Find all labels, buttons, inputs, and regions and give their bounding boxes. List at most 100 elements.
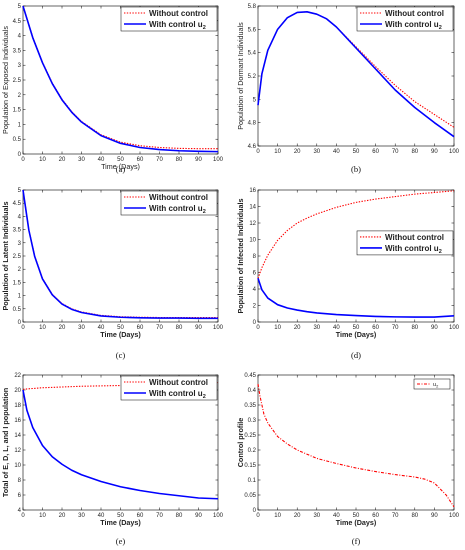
x-tick-label: 90: [431, 149, 438, 155]
y-axis-label: Population of Infected Individuals: [236, 198, 245, 313]
y-tick-label: 4: [18, 34, 22, 40]
y-tick-label: 0.5: [13, 307, 22, 313]
y-tick-label: 3.5: [13, 228, 22, 234]
y-tick-label: 5.4: [248, 51, 257, 57]
panel-caption: (e): [116, 536, 126, 546]
series-line-1: [22, 5, 219, 153]
x-axis-label: Time (Days): [100, 518, 141, 527]
x-tick-label: 10: [39, 325, 46, 331]
y-tick-label: 5: [18, 4, 22, 10]
y-tick-label: 22: [14, 373, 21, 379]
y-tick-label: 0.3: [248, 418, 257, 424]
legend-label-0: Without control: [149, 9, 208, 18]
legend-box: [356, 6, 454, 32]
x-tick-label: 40: [98, 325, 105, 331]
legend-label-0: Without control: [385, 233, 444, 242]
x-tick-label: 80: [176, 157, 183, 163]
y-tick-label: 4.5: [13, 201, 22, 207]
y-tick-label: 10: [14, 463, 21, 469]
y-tick-label: 2.5: [13, 78, 22, 84]
y-axis-label: Control profile: [236, 418, 245, 468]
y-tick-label: 3: [18, 241, 22, 247]
x-tick-label: 0: [21, 325, 25, 331]
series-line-0: [257, 383, 455, 508]
y-tick-label: 0.5: [13, 137, 22, 143]
x-tick-label: 80: [176, 325, 183, 331]
y-tick-label: 0: [18, 152, 22, 158]
panel-caption: (f): [352, 536, 361, 546]
y-tick-label: 4.5: [13, 19, 22, 25]
x-tick-label: 30: [313, 149, 320, 155]
x-tick-label: 100: [449, 149, 460, 155]
x-tick-label: 0: [21, 157, 25, 163]
x-tick-label: 100: [213, 325, 224, 331]
x-tick-label: 70: [392, 325, 399, 331]
x-tick-label: 40: [333, 325, 340, 331]
y-tick-label: 4.8: [248, 121, 257, 127]
x-tick-label: 10: [274, 513, 281, 519]
x-tick-label: 10: [39, 157, 46, 163]
x-tick-label: 100: [449, 513, 460, 519]
y-tick-label: 1.5: [13, 280, 22, 286]
y-tick-label: 4: [18, 214, 22, 220]
x-axis-label: Time (Days): [100, 330, 141, 339]
x-tick-label: 70: [156, 325, 163, 331]
y-tick-label: 4: [253, 287, 257, 293]
x-tick-label: 20: [294, 149, 301, 155]
x-tick-label: 20: [59, 325, 66, 331]
legend-label-1: With control u2: [149, 204, 206, 215]
x-tick-label: 90: [195, 325, 202, 331]
y-tick-label: 16: [14, 418, 21, 424]
y-tick-label: 0: [253, 320, 257, 326]
x-tick-label: 90: [431, 325, 438, 331]
x-tick-label: 50: [353, 325, 360, 331]
legend-label-0: Without control: [149, 378, 208, 387]
y-tick-label: 5.8: [248, 4, 257, 10]
y-tick-label: 8: [18, 478, 22, 484]
y-tick-label: 3.5: [13, 48, 22, 54]
legend-label-1: With control u2: [149, 389, 206, 400]
legend-box: [120, 375, 218, 401]
series-line-1: [257, 11, 455, 138]
x-tick-label: 30: [78, 513, 85, 519]
y-tick-label: 1: [18, 294, 22, 300]
panel-d: 0 10 20 30 40 50 60 70 80 90 100 0 2 4 6 8 10 12 14 16 Time …: [236, 188, 460, 360]
x-axis-label: Time (Days): [336, 518, 377, 527]
y-tick-label: 6: [18, 493, 22, 499]
y-tick-label: 4: [18, 508, 22, 514]
x-tick-label: 40: [98, 513, 105, 519]
panel-caption: (c): [116, 350, 126, 360]
x-tick-label: 0: [21, 513, 25, 519]
y-tick-label: 0: [253, 508, 257, 514]
x-tick-label: 50: [117, 325, 124, 331]
y-tick-label: 2: [18, 267, 22, 273]
y-tick-label: 12: [14, 448, 21, 454]
y-tick-label: 0.15: [244, 463, 256, 469]
panel-a: 0 10 20 30 40 50 60 70 80 90 100 0 0.5 1 1.5 2 2.5 3 3.5 4 4…: [1, 4, 224, 174]
x-tick-label: 100: [449, 325, 460, 331]
y-tick-label: 0.1: [248, 478, 257, 484]
legend-box: [356, 230, 454, 256]
y-tick-label: 8: [253, 254, 257, 260]
y-axis-label: Population of Dormant Individuals: [236, 22, 245, 130]
y-tick-label: 0.4: [248, 388, 257, 394]
y-tick-label: 5.6: [248, 27, 257, 33]
y-tick-label: 2: [253, 304, 257, 310]
x-tick-label: 90: [195, 513, 202, 519]
y-tick-label: 5: [253, 97, 257, 103]
series-line-1: [22, 189, 218, 320]
legend-box: [413, 378, 451, 390]
x-tick-label: 70: [392, 149, 399, 155]
x-tick-label: 100: [213, 157, 224, 163]
y-tick-label: 10: [249, 238, 256, 244]
x-tick-label: 20: [294, 325, 301, 331]
y-tick-label: 0.45: [244, 373, 256, 379]
x-tick-label: 30: [313, 325, 320, 331]
x-tick-label: 60: [372, 325, 379, 331]
plot-frame: [257, 189, 455, 323]
x-tick-label: 20: [59, 157, 66, 163]
legend-label-0: u2: [433, 382, 439, 389]
legend-label-1: With control u2: [385, 20, 442, 31]
y-tick-label: 2: [18, 93, 22, 99]
